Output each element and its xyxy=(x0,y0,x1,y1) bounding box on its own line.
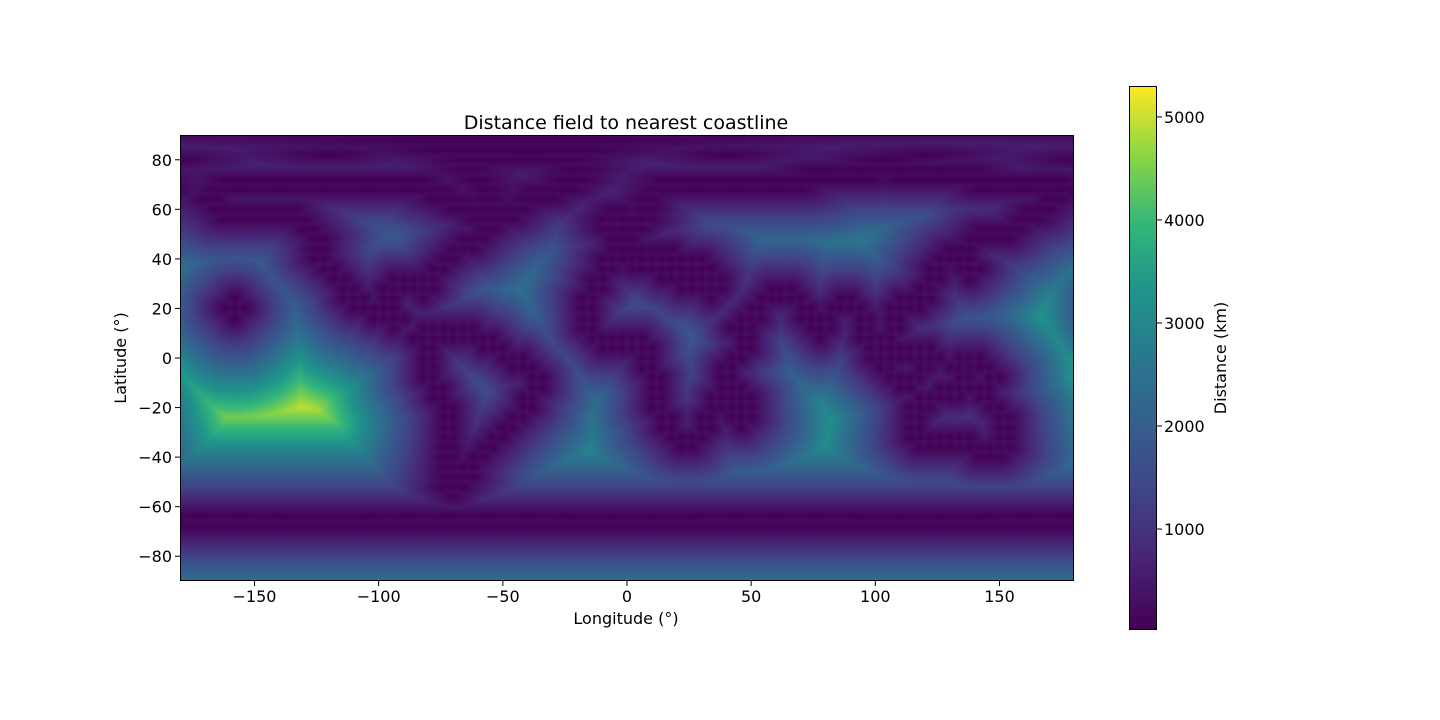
x-axis-label: Longitude (°) xyxy=(573,609,678,628)
heatmap-area xyxy=(180,135,1074,581)
y-axis: 80 60 40 20 0 −20 −40 −60 −80 xyxy=(138,151,180,566)
y-axis-label: Latitude (°) xyxy=(111,312,130,403)
x-tick-label: −50 xyxy=(486,587,520,606)
colorbar-tick-label: 5000 xyxy=(1164,108,1205,127)
x-tick-label: 50 xyxy=(741,587,761,606)
y-tick-label: 20 xyxy=(152,299,172,318)
y-tick-label: −40 xyxy=(138,448,172,467)
y-tick-label: 80 xyxy=(152,151,172,170)
chart-title: Distance field to nearest coastline xyxy=(464,112,788,134)
y-tick-label: 0 xyxy=(162,349,172,368)
x-tick-label: 100 xyxy=(860,587,891,606)
x-tick-label: 0 xyxy=(622,587,632,606)
y-tick-label: −80 xyxy=(138,547,172,566)
plot-frame xyxy=(180,135,1074,581)
colorbar-label: Distance (km) xyxy=(1211,302,1230,414)
colorbar-tick-label: 3000 xyxy=(1164,314,1205,333)
x-tick-label: 150 xyxy=(984,587,1015,606)
colorbar-tick-label: 1000 xyxy=(1164,520,1205,539)
colorbar-axis: 1000 2000 3000 4000 5000 xyxy=(1157,108,1205,539)
colorbar xyxy=(1129,86,1157,630)
x-tick-label: −150 xyxy=(233,587,277,606)
y-tick-label: −20 xyxy=(138,399,172,418)
colorbar-tick-label: 2000 xyxy=(1164,417,1205,436)
x-tick-label: −100 xyxy=(357,587,401,606)
colorbar-tick-label: 4000 xyxy=(1164,211,1205,230)
colorbar-frame xyxy=(1129,86,1157,630)
y-tick-label: 60 xyxy=(152,200,172,219)
x-axis: −150 −100 −50 0 50 100 150 xyxy=(233,581,1015,606)
y-tick-label: 40 xyxy=(152,250,172,269)
y-tick-label: −60 xyxy=(138,498,172,517)
